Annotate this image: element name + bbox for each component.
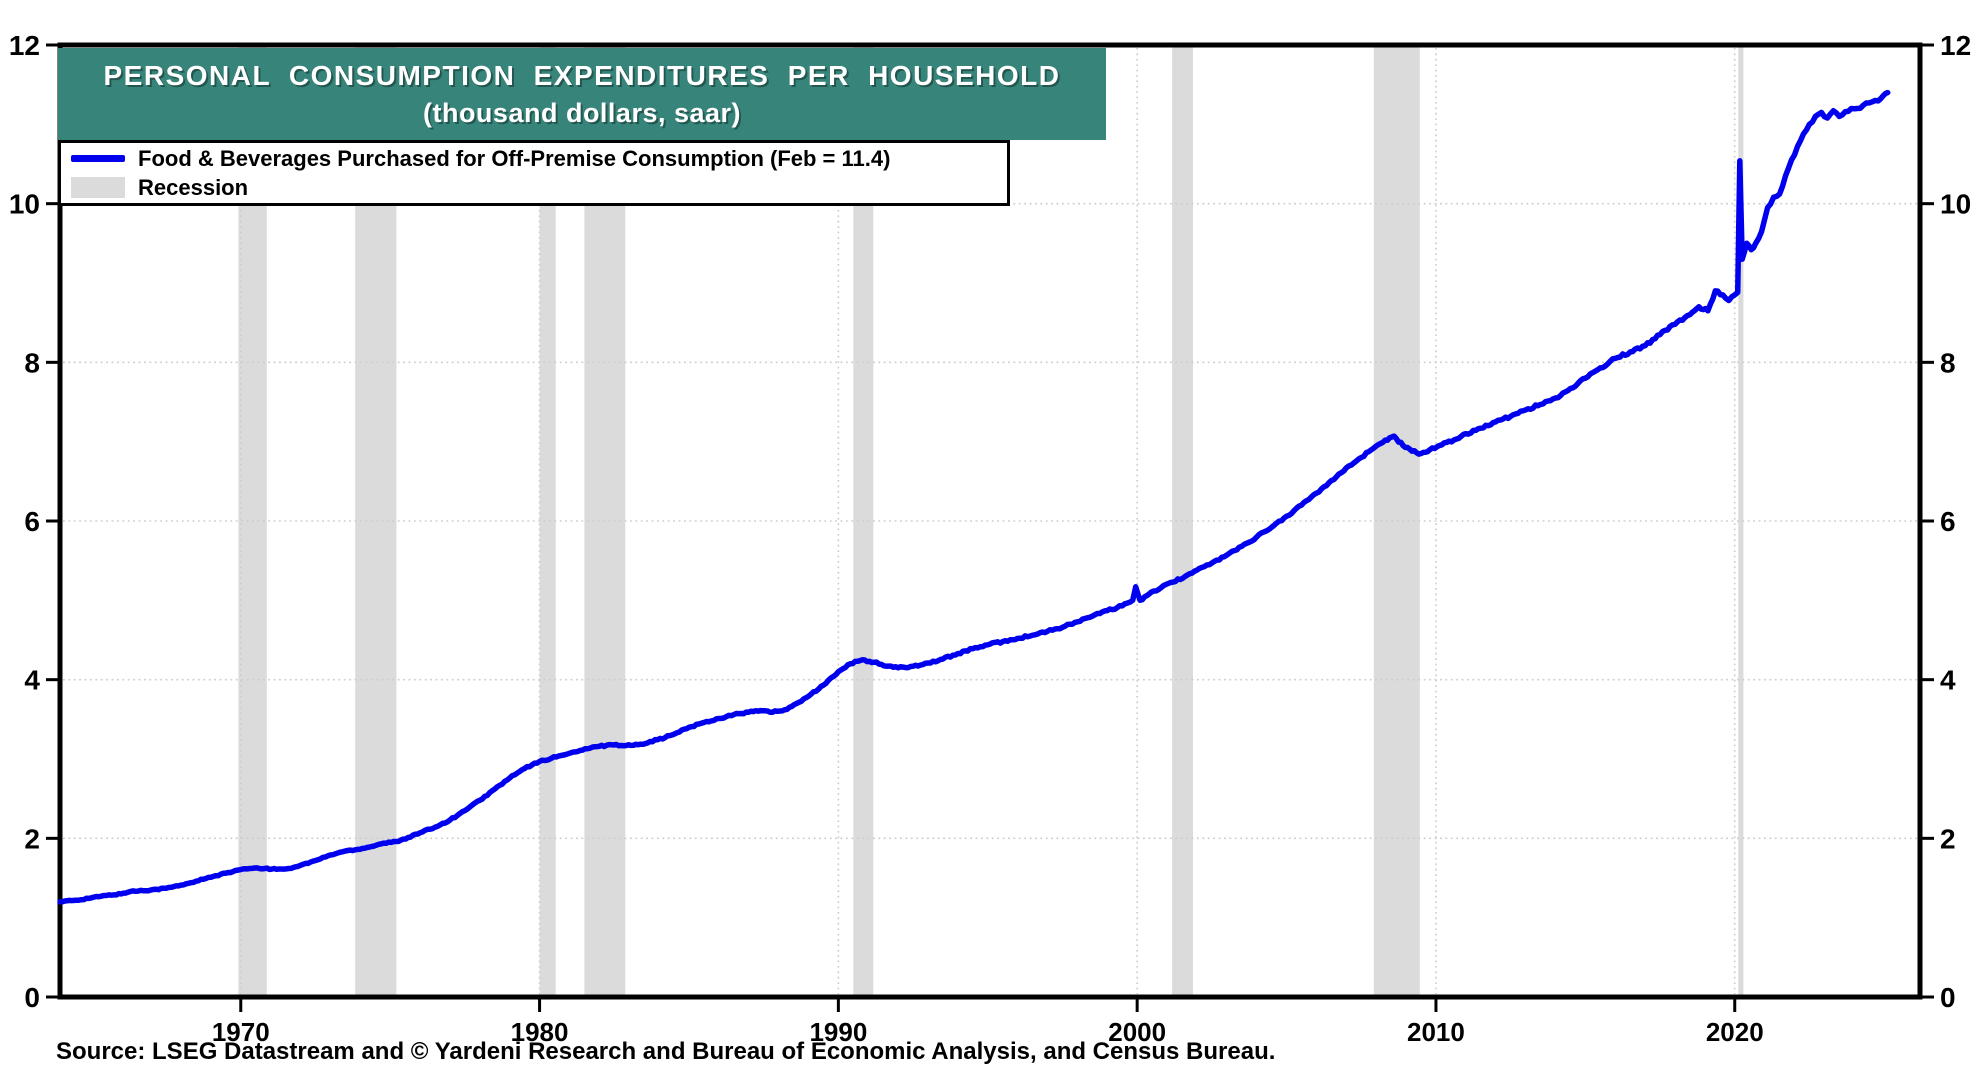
x-axis-label: 2000 — [1108, 1017, 1166, 1047]
recession-swatch — [71, 177, 125, 198]
chart-subtitle: (thousand dollars, saar) — [422, 98, 742, 128]
x-axis-label: 2010 — [1407, 1017, 1465, 1047]
legend-row-recession: Recession — [71, 174, 997, 201]
y-axis-label-right: 12 — [1940, 30, 1971, 61]
legend-row-series: Food & Beverages Purchased for Off-Premi… — [71, 145, 997, 172]
series-line — [57, 89, 1891, 905]
source-note: Source: LSEG Datastream and © Yardeni Re… — [56, 1038, 1276, 1065]
x-axis-label: 2020 — [1706, 1017, 1764, 1047]
y-axis-label-right: 6 — [1940, 506, 1956, 537]
y-axis-label-left: 8 — [24, 347, 40, 378]
y-axis-label-left: 2 — [24, 823, 40, 854]
x-axis-label: 1970 — [212, 1017, 270, 1047]
recession-label: Recession — [138, 174, 249, 200]
y-axis-label-right: 8 — [1940, 347, 1956, 378]
plot-frame — [57, 42, 1923, 1000]
y-axis-label-right: 0 — [1940, 982, 1956, 1013]
chart-title-box: PERSONAL CONSUMPTION EXPENDITURES PER HO… — [58, 48, 1106, 140]
y-axis-label-left: 0 — [24, 982, 40, 1013]
series-line-swatch — [71, 155, 125, 162]
x-axis-label: 1990 — [809, 1017, 867, 1047]
y-axis-label-left: 6 — [24, 506, 40, 537]
chart-title: PERSONAL CONSUMPTION EXPENDITURES PER HO… — [103, 60, 1061, 91]
y-axis-label-left: 10 — [9, 189, 40, 220]
legend: Food & Beverages Purchased for Off-Premi… — [58, 140, 1010, 206]
y-axis-label-left: 4 — [24, 665, 40, 696]
recession-band — [1738, 47, 1744, 995]
y-axis-label-right: 2 — [1940, 823, 1956, 854]
y-axis-label-left: 12 — [9, 30, 40, 61]
series-label: Food & Beverages Purchased for Off-Premi… — [138, 145, 891, 171]
y-axis-label-right: 10 — [1940, 189, 1971, 220]
x-axis-label: 1980 — [511, 1017, 569, 1047]
y-axis-label-right: 4 — [1940, 665, 1956, 696]
